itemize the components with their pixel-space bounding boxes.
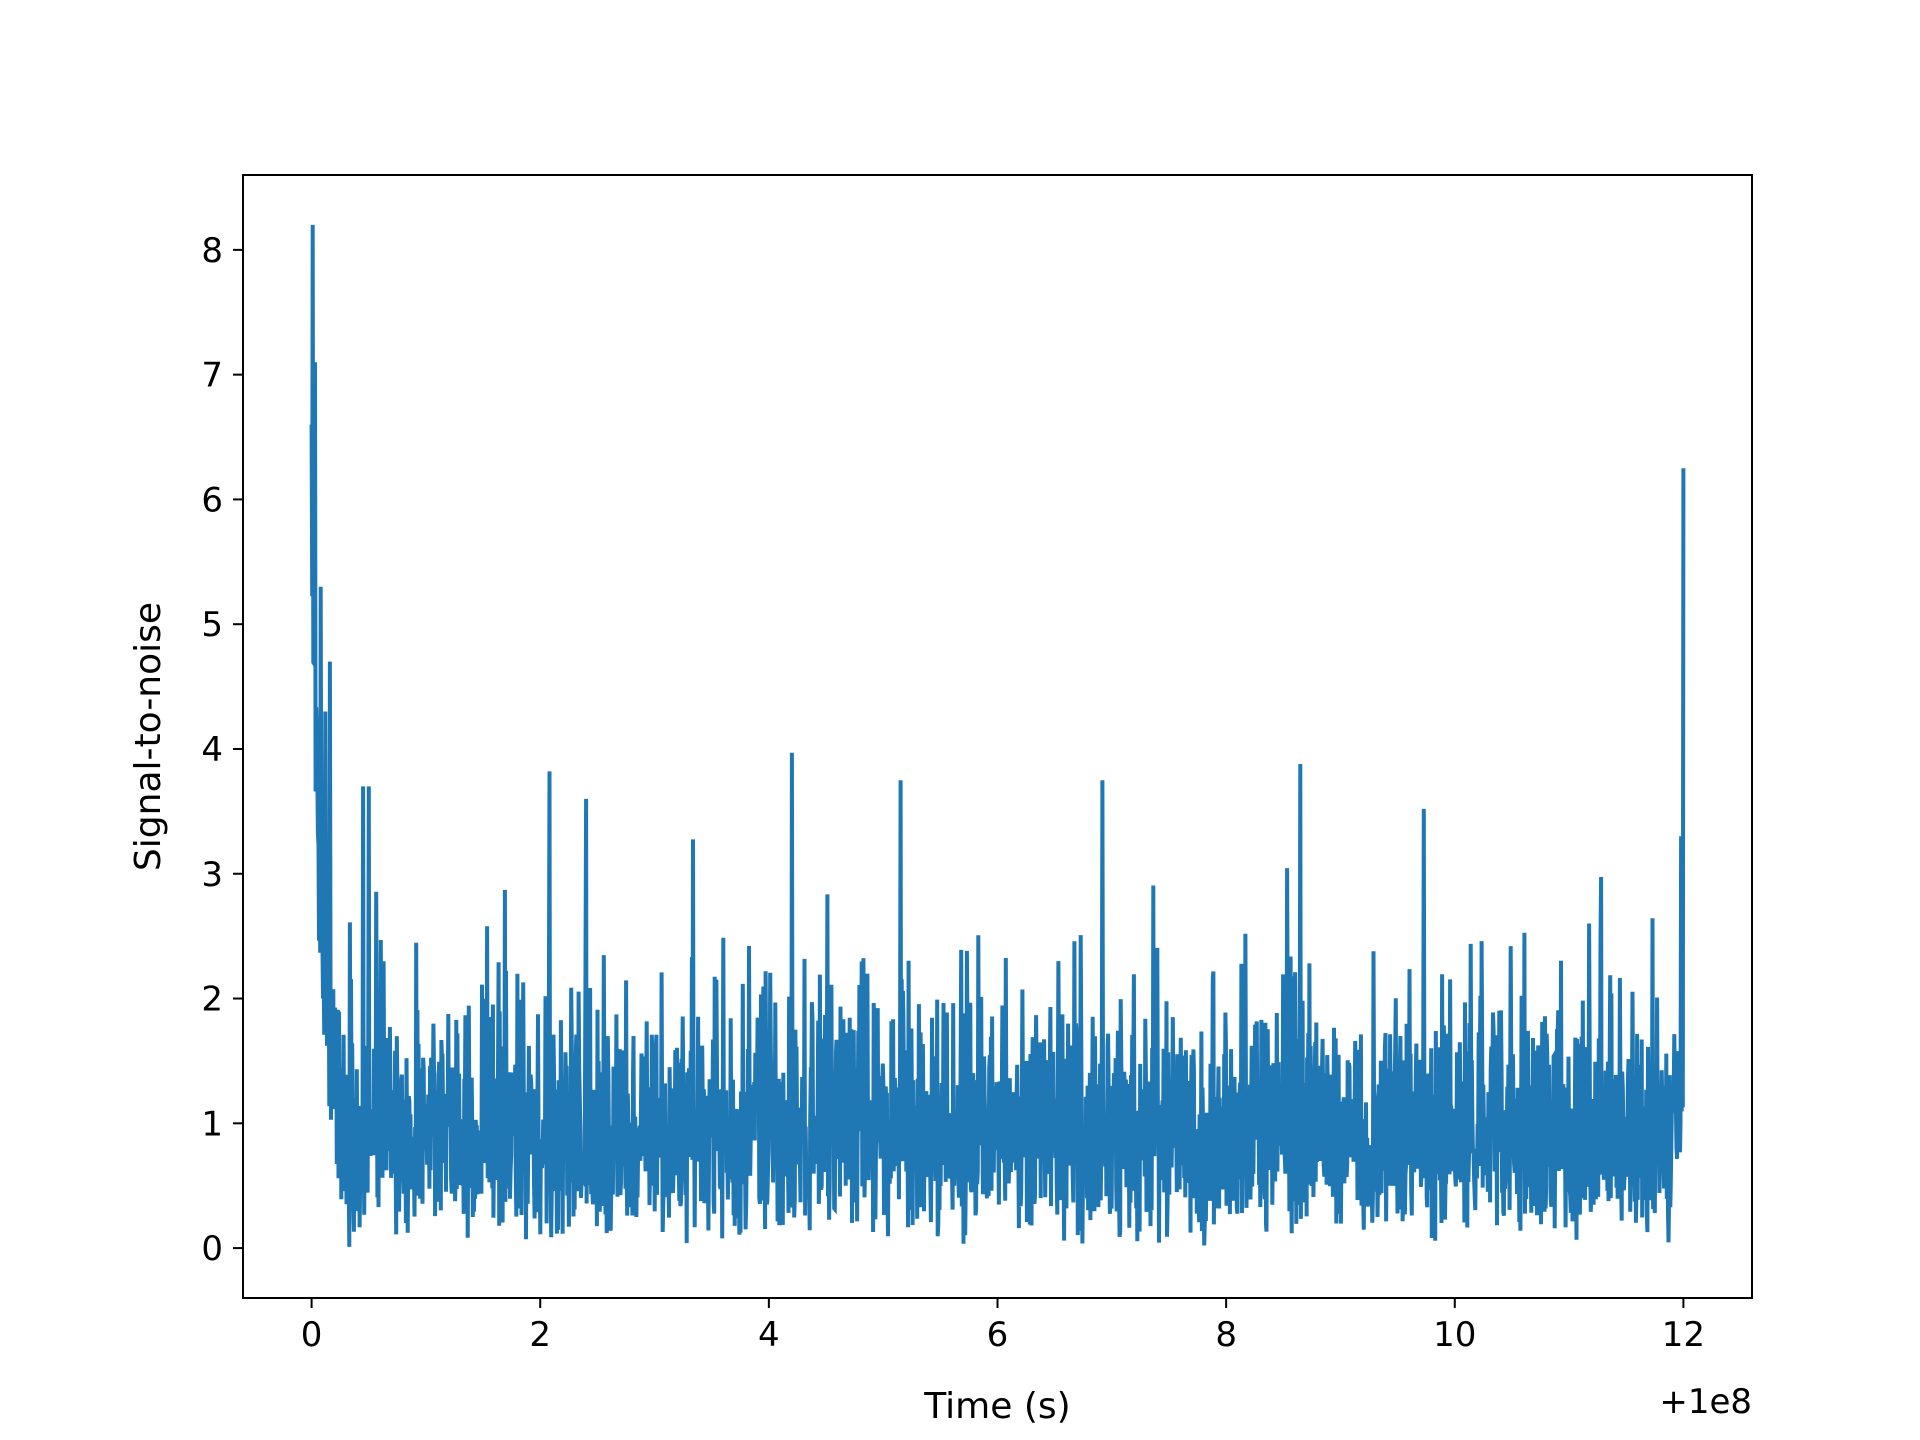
y-tick-label: 6: [201, 480, 223, 520]
x-tick-label: 10: [1433, 1315, 1476, 1355]
y-tick-label: 1: [201, 1104, 223, 1144]
signal-to-noise-line: [309, 224, 1686, 1247]
y-tick-label: 0: [201, 1229, 223, 1269]
x-tick-label: 6: [987, 1315, 1009, 1355]
x-axis-offset-label: +1e8: [1659, 1382, 1752, 1422]
x-tick-label: 0: [301, 1315, 323, 1355]
x-tick-label: 2: [529, 1315, 551, 1355]
plot-area: [309, 224, 1686, 1247]
x-tick-label: 4: [758, 1315, 780, 1355]
y-tick-label: 2: [201, 980, 223, 1020]
y-tick-label: 4: [201, 730, 223, 770]
x-tick-label: 8: [1215, 1315, 1237, 1355]
y-tick-label: 8: [201, 231, 223, 271]
x-axis-ticks: 0 2 4 6 8 10 12: [301, 1298, 1705, 1355]
y-tick-label: 3: [201, 855, 223, 895]
y-axis-label: Signal-to-noise: [128, 602, 169, 871]
x-axis-label: Time (s): [923, 1386, 1070, 1427]
x-tick-label: 12: [1662, 1315, 1705, 1355]
y-tick-label: 7: [201, 356, 223, 396]
y-axis-ticks: 0 1 2 3 4 5 6 7 8: [201, 231, 243, 1269]
y-tick-label: 5: [201, 605, 223, 645]
